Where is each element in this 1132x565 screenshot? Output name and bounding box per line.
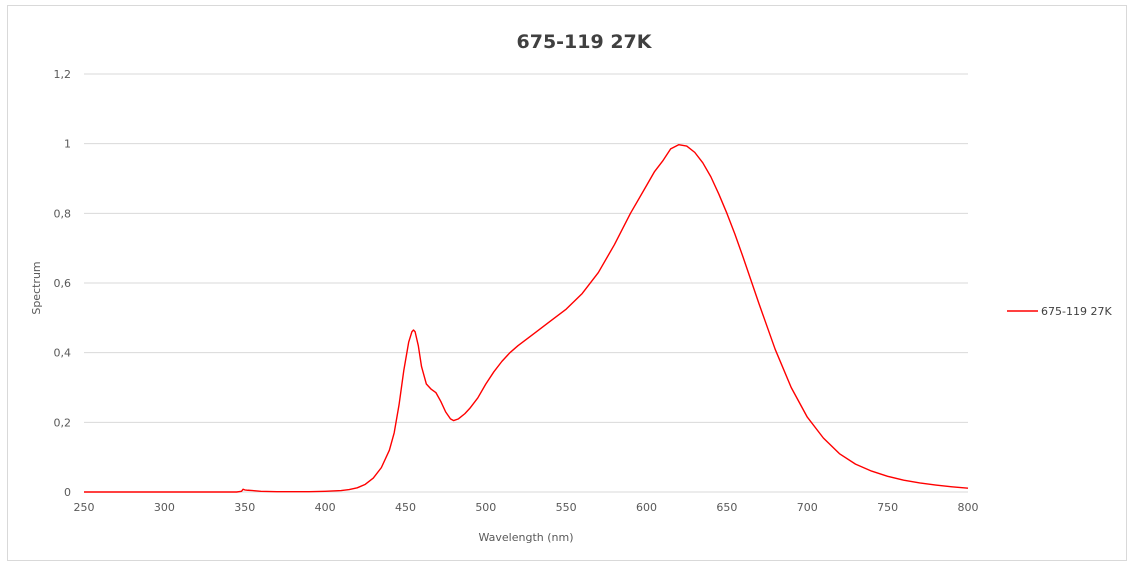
x-tick-label: 400: [315, 501, 336, 514]
line-chart: 675-119 27K 250 300 350 400 450 500 550 600 650 7…: [8, 6, 1128, 562]
x-tick-label: 450: [395, 501, 416, 514]
y-tick-label: 1: [64, 138, 71, 151]
y-tick-label: 0: [64, 486, 71, 499]
x-tick-label: 700: [797, 501, 818, 514]
y-tick-label: 0,8: [54, 207, 72, 220]
legend: 675-119 27K: [1007, 305, 1112, 318]
x-tick-label: 500: [475, 501, 496, 514]
chart-frame: 675-119 27K 250 300 350 400 450 500 550 600 650 7…: [7, 5, 1127, 561]
x-axis-title: Wavelength (nm): [478, 531, 573, 544]
series-group: [84, 145, 968, 492]
x-tick-label: 250: [74, 501, 95, 514]
y-tick-label: 1,2: [54, 68, 72, 81]
x-tick-label: 800: [958, 501, 979, 514]
x-axis-ticks: 250 300 350 400 450 500 550 600 650 700 750 800: [74, 501, 979, 514]
x-tick-label: 650: [716, 501, 737, 514]
y-axis-ticks: 0 0,2 0,4 0,6 0,8 1 1,2: [54, 68, 72, 499]
y-tick-label: 0,2: [54, 416, 72, 429]
x-tick-label: 600: [636, 501, 657, 514]
gridlines: [84, 74, 968, 492]
y-tick-label: 0,4: [54, 347, 72, 360]
x-tick-label: 550: [556, 501, 577, 514]
y-axis-title: Spectrum: [30, 261, 43, 314]
x-tick-label: 300: [154, 501, 175, 514]
series-line-0: [84, 145, 968, 492]
x-tick-label: 750: [877, 501, 898, 514]
y-tick-label: 0,6: [54, 277, 72, 290]
chart-title: 675-119 27K: [517, 31, 653, 53]
x-tick-label: 350: [234, 501, 255, 514]
legend-label: 675-119 27K: [1041, 305, 1112, 318]
